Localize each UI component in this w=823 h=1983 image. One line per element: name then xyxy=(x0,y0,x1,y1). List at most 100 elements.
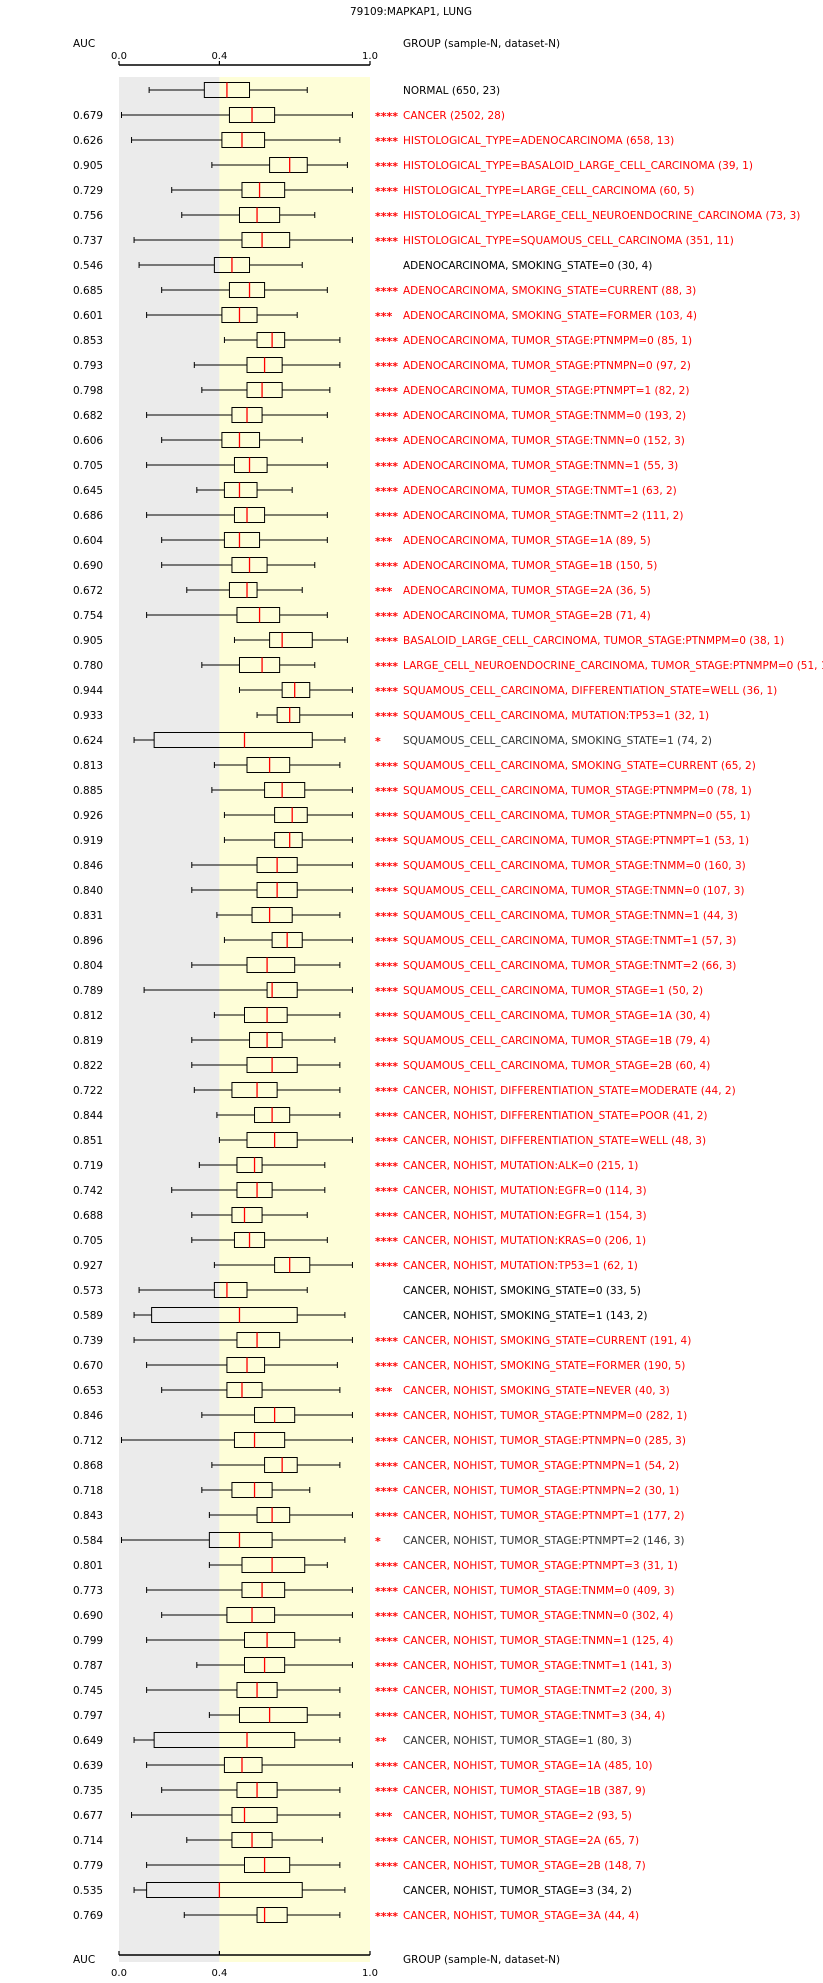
auc-value: 0.535 xyxy=(73,1885,103,1897)
group-label: SQUAMOUS_CELL_CARCINOMA, TUMOR_STAGE:TNM… xyxy=(403,860,746,872)
auc-value: 0.801 xyxy=(73,1560,103,1572)
auc-value: 0.584 xyxy=(73,1535,103,1547)
significance-stars: **** xyxy=(375,1335,398,1348)
group-label: SQUAMOUS_CELL_CARCINOMA, TUMOR_STAGE=1A … xyxy=(403,1010,710,1022)
group-label: SQUAMOUS_CELL_CARCINOMA, TUMOR_STAGE:TNM… xyxy=(403,960,736,972)
box xyxy=(153,732,313,748)
significance-stars: **** xyxy=(375,1135,398,1148)
auc-value: 0.905 xyxy=(73,160,103,172)
box xyxy=(238,1707,308,1723)
group-label: CANCER, NOHIST, MUTATION:EGFR=1 (154, 3) xyxy=(403,1210,647,1222)
auc-value: 0.793 xyxy=(73,360,103,372)
group-label: SQUAMOUS_CELL_CARCINOMA, TUMOR_STAGE:TNM… xyxy=(403,885,745,897)
auc-header-top: AUC xyxy=(73,38,95,50)
auc-value: 0.729 xyxy=(73,185,103,197)
group-label: SQUAMOUS_CELL_CARCINOMA, MUTATION:TP53=1… xyxy=(403,710,709,722)
box xyxy=(256,332,286,348)
significance-stars: **** xyxy=(375,210,398,223)
significance-stars: **** xyxy=(375,460,398,473)
auc-value: 0.737 xyxy=(73,235,103,247)
significance-stars: **** xyxy=(375,610,398,623)
auc-value: 0.799 xyxy=(73,1635,103,1647)
group-label: CANCER, NOHIST, DIFFERENTIATION_STATE=PO… xyxy=(403,1110,708,1122)
box xyxy=(274,1257,311,1273)
significance-stars: *** xyxy=(375,535,393,548)
group-label: CANCER, NOHIST, SMOKING_STATE=1 (143, 2) xyxy=(403,1310,647,1322)
box xyxy=(231,1082,278,1098)
box xyxy=(274,807,308,823)
box xyxy=(223,482,258,498)
box xyxy=(233,1432,286,1448)
box xyxy=(236,1332,281,1348)
box xyxy=(266,982,298,998)
group-label: ADENOCARCINOMA, TUMOR_STAGE=1A (89, 5) xyxy=(403,535,651,547)
auc-value: 0.885 xyxy=(73,785,103,797)
auc-value: 0.679 xyxy=(73,110,103,122)
group-label: SQUAMOUS_CELL_CARCINOMA, TUMOR_STAGE:PTN… xyxy=(403,810,751,822)
auc-value: 0.686 xyxy=(73,510,103,522)
auc-value: 0.812 xyxy=(73,1010,103,1022)
group-label: CANCER, NOHIST, TUMOR_STAGE=1B (387, 9) xyxy=(403,1785,646,1797)
auc-value: 0.769 xyxy=(73,1910,103,1922)
group-label: CANCER, NOHIST, TUMOR_STAGE:PTNMPT=2 (14… xyxy=(403,1535,685,1547)
significance-stars: **** xyxy=(375,1785,398,1798)
group-label: CANCER, NOHIST, TUMOR_STAGE=2B (148, 7) xyxy=(403,1860,646,1872)
significance-stars: **** xyxy=(375,685,398,698)
group-label: CANCER, NOHIST, TUMOR_STAGE:TNMT=1 (141,… xyxy=(403,1660,672,1672)
group-label: CANCER, NOHIST, TUMOR_STAGE:PTNMPM=0 (28… xyxy=(403,1410,687,1422)
group-label: CANCER, NOHIST, TUMOR_STAGE:TNMM=0 (409,… xyxy=(403,1585,675,1597)
auc-value: 0.604 xyxy=(73,535,103,547)
box xyxy=(246,1132,298,1148)
group-label: CANCER, NOHIST, MUTATION:EGFR=0 (114, 3) xyxy=(403,1185,647,1197)
auc-value: 0.719 xyxy=(73,1160,103,1172)
auc-value: 0.714 xyxy=(73,1835,103,1847)
box xyxy=(223,1757,263,1773)
significance-stars: **** xyxy=(375,785,398,798)
auc-value: 0.601 xyxy=(73,310,103,322)
auc-value: 0.649 xyxy=(73,1735,103,1747)
significance-stars: **** xyxy=(375,1060,398,1073)
significance-stars: **** xyxy=(375,1110,398,1123)
box xyxy=(226,1357,266,1373)
x-tick-label-top: 0.4 xyxy=(211,51,227,62)
significance-stars: *** xyxy=(375,310,393,323)
auc-value: 0.779 xyxy=(73,1860,103,1872)
auc-header-bottom: AUC xyxy=(73,1954,95,1966)
auc-value: 0.822 xyxy=(73,1060,103,1072)
group-label: CANCER (2502, 28) xyxy=(403,110,505,122)
auc-value: 0.797 xyxy=(73,1710,103,1722)
significance-stars: **** xyxy=(375,1610,398,1623)
group-label: CANCER, NOHIST, MUTATION:TP53=1 (62, 1) xyxy=(403,1260,638,1272)
group-label: NORMAL (650, 23) xyxy=(403,85,500,97)
significance-stars: **** xyxy=(375,985,398,998)
significance-stars: **** xyxy=(375,1485,398,1498)
significance-stars: **** xyxy=(375,885,398,898)
box xyxy=(231,1482,273,1498)
box xyxy=(251,907,293,923)
box xyxy=(226,1607,276,1623)
box xyxy=(241,1557,306,1573)
group-label: CANCER, NOHIST, TUMOR_STAGE:TNMN=0 (302,… xyxy=(403,1610,673,1622)
auc-value: 0.670 xyxy=(73,1360,103,1372)
auc-value: 0.919 xyxy=(73,835,103,847)
significance-stars: **** xyxy=(375,360,398,373)
significance-stars: **** xyxy=(375,1835,398,1848)
significance-stars: **** xyxy=(375,1635,398,1648)
significance-stars: **** xyxy=(375,835,398,848)
significance-stars: *** xyxy=(375,1385,393,1398)
auc-value: 0.789 xyxy=(73,985,103,997)
group-label: CANCER, NOHIST, TUMOR_STAGE=1A (485, 10) xyxy=(403,1760,652,1772)
box xyxy=(246,957,296,973)
box xyxy=(221,432,261,448)
auc-value: 0.639 xyxy=(73,1760,103,1772)
auc-value: 0.851 xyxy=(73,1135,103,1147)
group-label: ADENOCARCINOMA, TUMOR_STAGE:PTNMPT=1 (82… xyxy=(403,385,689,397)
group-label: ADENOCARCINOMA, SMOKING_STATE=CURRENT (8… xyxy=(403,285,696,297)
group-label: ADENOCARCINOMA, TUMOR_STAGE:PTNMPM=0 (85… xyxy=(403,335,692,347)
auc-value: 0.624 xyxy=(73,735,103,747)
significance-stars: **** xyxy=(375,185,398,198)
significance-stars: **** xyxy=(375,385,398,398)
auc-value: 0.773 xyxy=(73,1585,103,1597)
group-label: ADENOCARCINOMA, TUMOR_STAGE=1B (150, 5) xyxy=(403,560,657,572)
